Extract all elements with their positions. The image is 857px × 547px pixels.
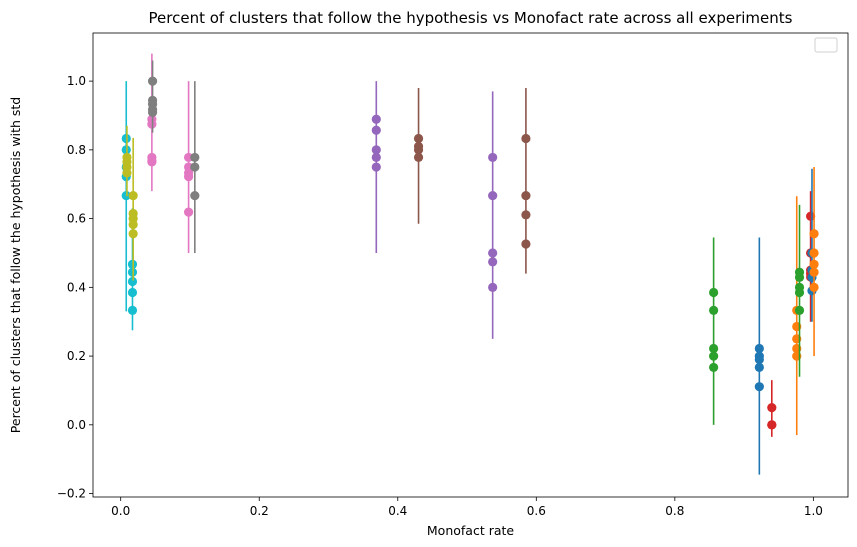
x-axis-label: Monofact rate: [427, 523, 515, 538]
data-point: [488, 190, 498, 201]
y-tick-label: 0.6: [67, 212, 86, 226]
y-axis: −0.2 0.0 0.2 0.4 0.6 0.8 1.0: [57, 74, 93, 501]
data-point: [754, 362, 764, 373]
data-point: [521, 210, 531, 220]
data-point: [809, 259, 819, 269]
x-tick-label: 0.8: [665, 504, 684, 518]
data-point: [371, 162, 381, 172]
x-tick-label: 0.2: [250, 504, 269, 518]
data-point: [183, 207, 194, 217]
data-point: [413, 145, 424, 155]
y-tick-label: 0.2: [67, 349, 86, 363]
y-tick-label: 0.4: [67, 280, 86, 294]
data-point: [413, 133, 424, 144]
y-axis-label: Percent of clusters that follow the hypo…: [8, 97, 23, 433]
data-point: [767, 403, 777, 413]
data-point: [488, 257, 498, 267]
plot-area: [121, 53, 819, 475]
data-point: [767, 420, 777, 430]
data-point: [127, 305, 138, 315]
x-tick-label: 0.0: [111, 504, 130, 518]
data-point: [488, 152, 498, 163]
x-tick-label: 0.6: [527, 504, 546, 518]
data-point: [127, 287, 138, 298]
data-point: [371, 152, 381, 163]
data-point: [754, 354, 764, 365]
data-point: [709, 351, 719, 361]
data-point: [521, 239, 531, 249]
data-point: [147, 107, 158, 117]
axes-frame: [92, 32, 849, 498]
data-point: [809, 282, 819, 292]
data-point: [190, 190, 200, 201]
y-tick-label: −0.2: [57, 487, 86, 501]
y-tick-label: 0.8: [67, 143, 86, 157]
data-point: [147, 155, 157, 166]
data-point: [709, 362, 719, 373]
data-point: [754, 382, 764, 392]
data-point: [809, 248, 819, 258]
data-point: [709, 305, 719, 315]
data-point: [127, 276, 138, 287]
data-point: [805, 211, 816, 221]
data-point: [521, 190, 531, 201]
data-point: [794, 305, 805, 315]
data-point: [371, 125, 381, 135]
y-tick-label: 0.0: [67, 418, 86, 432]
data-point: [809, 267, 819, 277]
data-point: [794, 287, 805, 298]
x-tick-label: 1.0: [804, 504, 823, 518]
data-point: [754, 343, 764, 354]
data-point: [371, 114, 381, 124]
data-point: [190, 162, 200, 172]
data-point: [183, 172, 194, 182]
x-tick-label: 0.4: [388, 504, 407, 518]
x-axis: 0.0 0.2 0.4 0.6 0.8 1.0: [111, 497, 823, 518]
data-point: [809, 229, 819, 239]
data-point: [488, 282, 498, 292]
data-point: [190, 152, 200, 163]
data-point: [709, 343, 719, 354]
legend-box: [814, 37, 838, 53]
data-point: [413, 152, 424, 163]
data-point: [709, 287, 719, 298]
data-point: [521, 133, 531, 144]
data-point: [122, 168, 132, 178]
data-point: [488, 248, 498, 258]
data-point: [128, 190, 138, 201]
data-point: [128, 219, 138, 230]
data-point: [147, 76, 158, 86]
chart-title: Percent of clusters that follow the hypo…: [149, 9, 793, 27]
data-point: [128, 229, 138, 239]
data-point: [794, 272, 805, 282]
data-point: [371, 145, 381, 155]
y-tick-label: 1.0: [67, 74, 86, 88]
